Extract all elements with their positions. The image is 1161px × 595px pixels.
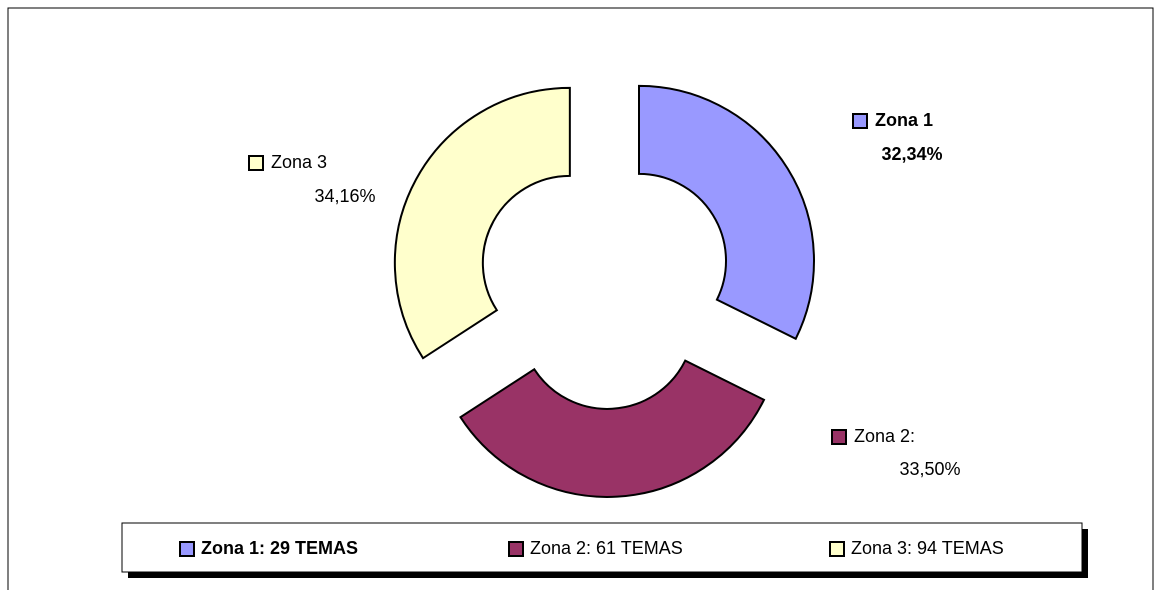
- data-label-name: Zona 2:: [854, 426, 915, 446]
- data-label-value: 33,50%: [899, 459, 960, 479]
- legend-swatch: [179, 541, 195, 557]
- label-swatch: [831, 429, 847, 445]
- data-label-name: Zona 3: [271, 152, 327, 172]
- legend-swatch: [508, 541, 524, 557]
- legend-label: Zona 1: 29 TEMAS: [201, 538, 358, 558]
- label-swatch: [852, 113, 868, 129]
- legend-label: Zona 2: 61 TEMAS: [530, 538, 683, 558]
- legend-box: [121, 522, 1083, 573]
- donut-slice: [393, 86, 571, 360]
- donut-slice: [459, 359, 766, 498]
- data-label-name: Zona 1: [875, 110, 933, 130]
- chart-frame: [7, 7, 1154, 590]
- legend-swatch: [829, 541, 845, 557]
- donut-slice: [638, 84, 815, 341]
- legend-label: Zona 3: 94 TEMAS: [851, 538, 1004, 558]
- label-swatch: [248, 155, 264, 171]
- data-label-value: 32,34%: [881, 144, 942, 164]
- data-label-value: 34,16%: [314, 186, 375, 206]
